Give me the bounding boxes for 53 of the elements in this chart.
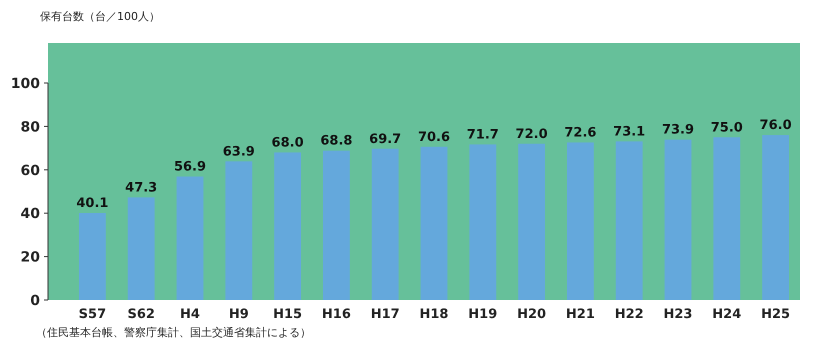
x-tick-label: H9 <box>228 307 249 322</box>
text: （住民基本台帳、警察庁集計、国土交通省集計による） <box>36 326 311 339</box>
x-tick-label: H25 <box>761 307 790 322</box>
data-label: 68.8 <box>320 134 352 149</box>
y-tick-label: 60 <box>20 162 40 179</box>
data-label: 75.0 <box>710 120 743 136</box>
y-tick-label: 100 <box>10 76 40 92</box>
bar <box>518 144 546 300</box>
x-tick-label: H15 <box>273 307 302 322</box>
x-tick-label: H21 <box>566 307 595 322</box>
x-tick-label: H20 <box>517 307 546 322</box>
x-tick-label: S57 <box>78 307 106 322</box>
bar <box>713 137 740 300</box>
data-label: 63.9 <box>222 144 255 160</box>
data-label: 71.7 <box>466 127 499 142</box>
data-label: 72.0 <box>516 126 548 142</box>
x-tick-label: H24 <box>712 307 742 322</box>
data-label: 70.6 <box>418 130 450 145</box>
data-label: 56.9 <box>174 160 206 175</box>
data-label: 73.9 <box>662 122 694 138</box>
data-label: 76.0 <box>760 118 792 134</box>
bar <box>274 152 302 300</box>
x-tick-label: S62 <box>127 307 155 322</box>
bar <box>616 141 643 300</box>
y-axis-title: 保有台数（台／100人） <box>40 10 160 23</box>
data-label: 68.0 <box>272 135 304 150</box>
bar <box>176 176 204 300</box>
x-tick-label: H4 <box>180 307 200 322</box>
y-tick-label: 40 <box>20 206 40 222</box>
x-tick-label: H17 <box>370 307 400 322</box>
y-tick-label: 0 <box>30 293 40 309</box>
data-label: 72.6 <box>564 125 596 140</box>
x-tick-label: H23 <box>664 307 692 322</box>
data-label: 40.1 <box>76 196 108 211</box>
bar <box>322 150 350 300</box>
bar <box>420 146 448 300</box>
bar <box>469 144 496 300</box>
bar <box>372 148 399 300</box>
y-tick-label: 20 <box>20 250 40 266</box>
data-label: 69.7 <box>369 132 402 147</box>
x-tick-label: H16 <box>322 307 351 322</box>
x-tick-label: H22 <box>614 307 644 322</box>
bar <box>128 197 155 300</box>
bar <box>566 142 594 300</box>
bar <box>762 135 790 300</box>
data-label: 73.1 <box>613 124 646 140</box>
data-label: 47.3 <box>125 180 158 196</box>
y-tick-label: 80 <box>20 119 40 136</box>
bar <box>664 140 692 300</box>
x-tick-label: H18 <box>420 307 448 322</box>
bar <box>78 212 106 300</box>
bar <box>225 161 252 300</box>
x-tick-label: H19 <box>468 307 498 322</box>
